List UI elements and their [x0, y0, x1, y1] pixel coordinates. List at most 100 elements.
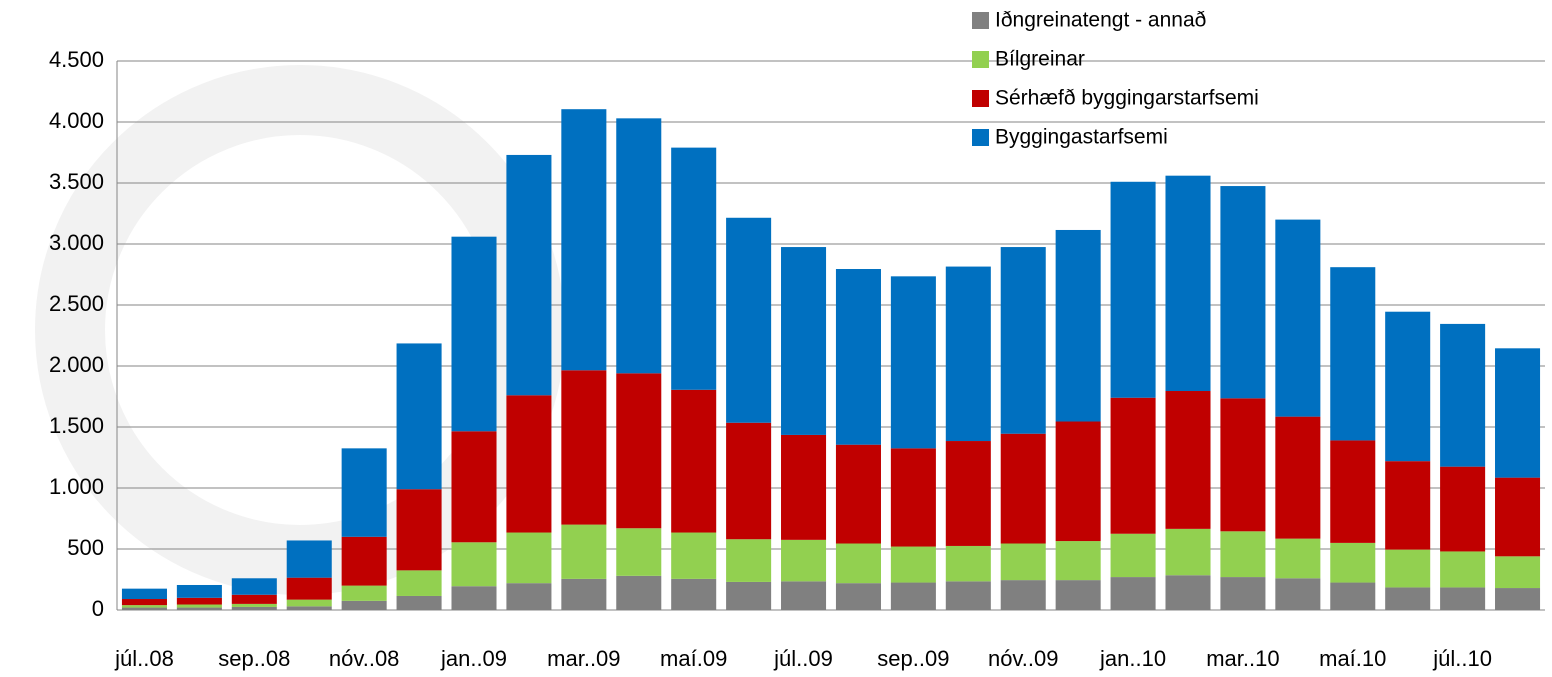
bar-segment — [671, 147, 717, 390]
bar-segment — [1330, 267, 1376, 441]
bar-segment — [671, 578, 717, 610]
bar-segment — [506, 583, 552, 610]
bar-segment — [286, 606, 332, 610]
bar-segment — [286, 540, 332, 578]
bar-segment — [1275, 416, 1321, 539]
bar-segment — [1220, 577, 1266, 610]
bar-segment — [1385, 587, 1431, 610]
bar-segment — [341, 600, 387, 610]
y-tick-label: 3.000 — [49, 230, 104, 255]
bar-segment — [890, 448, 936, 547]
bar-segment — [1055, 421, 1101, 542]
legend: Iðngreinatengt - annað Bílgreinar Sérhæfð … — [972, 9, 1259, 149]
bar-segment — [1165, 528, 1211, 576]
bar-segment — [121, 599, 167, 606]
bar-segment — [231, 594, 277, 604]
bar-segment — [1220, 398, 1266, 532]
bar-segment — [945, 441, 991, 546]
legend-swatch — [972, 90, 989, 107]
bar-segment — [341, 585, 387, 601]
y-tick-label: 2.500 — [49, 291, 104, 316]
bar-segment — [671, 389, 717, 533]
bar-segment — [231, 578, 277, 595]
bar-segment — [726, 581, 772, 610]
bar-segment — [1440, 466, 1486, 552]
bar-segment — [726, 422, 772, 540]
y-tick-label: 4.000 — [49, 108, 104, 133]
bar-segment — [286, 577, 332, 600]
bar-segment — [835, 543, 881, 584]
bar-segment — [176, 604, 222, 608]
x-tick-label: júl..09 — [773, 646, 833, 671]
bar-segment — [176, 607, 222, 610]
bar-segment — [1385, 311, 1431, 462]
bar-segment — [890, 582, 936, 610]
legend-label: Bílgreinar — [995, 48, 1085, 71]
y-tick-label: 2.000 — [49, 352, 104, 377]
bar-segment — [1110, 181, 1156, 398]
bar-segment — [835, 583, 881, 610]
bar-segment — [121, 588, 167, 600]
bar-segment — [1000, 247, 1046, 434]
bar-segment — [1495, 477, 1541, 557]
bar-segment — [561, 524, 607, 579]
x-tick-label: júl..08 — [114, 646, 174, 671]
bar-segment — [781, 247, 827, 435]
bar-segment — [1110, 533, 1156, 578]
bar-segment — [781, 581, 827, 610]
bar-segment — [890, 276, 936, 449]
legend-label: Byggingastarfsemi — [995, 126, 1168, 149]
bar-segment — [1385, 549, 1431, 588]
y-tick-label: 1.000 — [49, 474, 104, 499]
bar-segment — [1110, 577, 1156, 610]
bar-segment — [1055, 541, 1101, 581]
x-tick-label: mar..10 — [1206, 646, 1279, 671]
bar-segment — [1000, 433, 1046, 544]
bar-segment — [121, 605, 167, 608]
x-tick-label: maí.10 — [1319, 646, 1386, 671]
bar-segment — [1330, 440, 1376, 543]
x-tick-label: sep..09 — [877, 646, 949, 671]
bar-segment — [726, 217, 772, 423]
bar-segment — [1275, 219, 1321, 417]
bar-segment — [176, 584, 222, 598]
bar-segment — [176, 597, 222, 605]
bar-segment — [396, 570, 442, 596]
bar-segment — [1055, 580, 1101, 610]
bar-segment — [396, 489, 442, 571]
legend-swatch — [972, 12, 989, 29]
bar-segment — [1165, 391, 1211, 529]
x-tick-label: jan..09 — [440, 646, 507, 671]
legend-label: Sérhæfð byggingarstarfsemi — [995, 87, 1259, 110]
bar-segment — [616, 575, 662, 610]
bar-segment — [561, 109, 607, 371]
bar-segment — [396, 343, 442, 490]
y-tick-label: 1.500 — [49, 413, 104, 438]
bar-segment — [1495, 556, 1541, 589]
bar-segment — [671, 532, 717, 579]
bar-segment — [1275, 538, 1321, 579]
bar-segment — [451, 542, 497, 587]
x-tick-label: sep..08 — [218, 646, 290, 671]
bar-segment — [1495, 348, 1541, 478]
bar-segment — [945, 545, 991, 582]
bar-segment — [1330, 582, 1376, 610]
legend-label: Iðngreinatengt - annað — [995, 9, 1206, 32]
bar-segment — [616, 118, 662, 374]
bar-segment — [616, 373, 662, 529]
bar-segment — [286, 599, 332, 607]
y-tick-label: 0 — [92, 596, 104, 621]
bar-segment — [506, 154, 552, 396]
x-tick-label: nóv..09 — [988, 646, 1059, 671]
bar-segment — [561, 578, 607, 610]
y-tick-label: 500 — [67, 535, 104, 560]
bar-segment — [1440, 587, 1486, 610]
bar-segment — [945, 581, 991, 610]
bar-segment — [451, 236, 497, 432]
bar-segment — [1330, 542, 1376, 583]
bar-segment — [121, 607, 167, 610]
x-tick-label: jan..10 — [1099, 646, 1166, 671]
bar-segment — [726, 539, 772, 582]
bar-segment — [506, 395, 552, 533]
bar-segment — [1220, 186, 1266, 399]
